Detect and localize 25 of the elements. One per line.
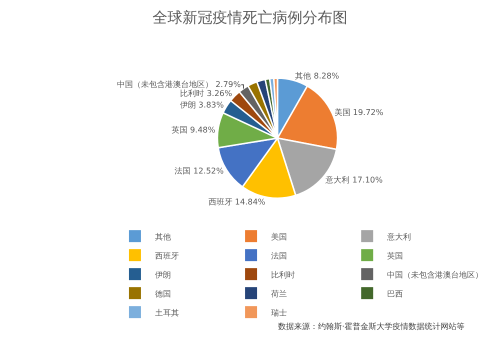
legend-label: 荷兰	[271, 289, 288, 298]
legend-label: 美国	[271, 232, 288, 242]
category-label: 伊朗 3.83%	[180, 100, 224, 110]
category-label: 其他 8.28%	[295, 71, 340, 80]
category-label: 意大利 17.10%	[326, 176, 383, 184]
legend-label: 中国（未包含港澳台地区）	[387, 270, 484, 280]
legend-label: 瑞士	[271, 308, 288, 318]
category-label: 比利时 3.26%	[180, 89, 232, 98]
legend-label: 西班牙	[154, 251, 179, 260]
source-note: 数据来源：约翰斯·霍普金斯大学疫情数据统计网站等	[278, 322, 465, 331]
category-label: 英国 9.48%	[171, 125, 216, 134]
legend-label: 比利时	[271, 270, 296, 280]
legend-label: 其他	[154, 232, 171, 242]
category-label: 法国 12.52%	[174, 166, 224, 176]
legend-label: 巴西	[387, 289, 404, 298]
category-label: 美国 19.72%	[334, 108, 384, 117]
legend-label: 伊朗	[154, 270, 171, 280]
category-label: 西班牙 14.84%	[208, 197, 266, 206]
legend-label: 英国	[387, 251, 404, 260]
legend-label: 土耳其	[154, 308, 179, 318]
category-label: 中国（未包含港澳台地区） 2.79%	[116, 80, 241, 90]
legend-label: 德国	[154, 289, 171, 298]
legend-label: 法国	[271, 251, 288, 260]
legend-label: 意大利	[386, 232, 412, 242]
chart-title: 全球新冠疫情死亡病例分布图	[152, 8, 348, 27]
